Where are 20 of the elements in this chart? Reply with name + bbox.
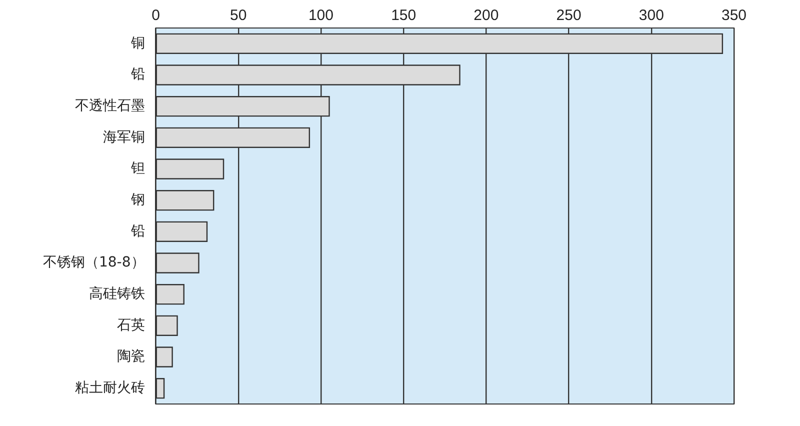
x-tick-label: 150 (391, 7, 416, 24)
y-tick-label: 不锈钢（18-8） (42, 254, 145, 271)
x-tick-label: 100 (308, 7, 334, 24)
x-tick-label: 250 (556, 7, 582, 24)
y-tick-label: 石英 (116, 317, 145, 334)
y-tick-label: 铅 (130, 223, 145, 240)
x-tick-label: 200 (474, 7, 499, 24)
y-tick-label: 铅 (130, 66, 145, 83)
x-tick-label: 350 (721, 7, 747, 24)
y-tick-label: 海军铜 (102, 129, 145, 146)
y-tick-label: 粘土耐火砖 (74, 380, 145, 396)
y-tick-label: 不透性石墨 (74, 98, 145, 114)
x-tick-label: 0 (152, 7, 160, 24)
y-tick-label: 钽 (130, 160, 145, 177)
y-tick-label: 高硅铸铁 (88, 286, 145, 302)
y-tick-label: 钢 (130, 192, 145, 208)
y-tick-label: 陶瓷 (116, 348, 145, 365)
x-tick-label: 300 (638, 7, 664, 24)
y-tick-label: 铜 (130, 35, 145, 52)
x-tick-label: 50 (230, 7, 247, 24)
